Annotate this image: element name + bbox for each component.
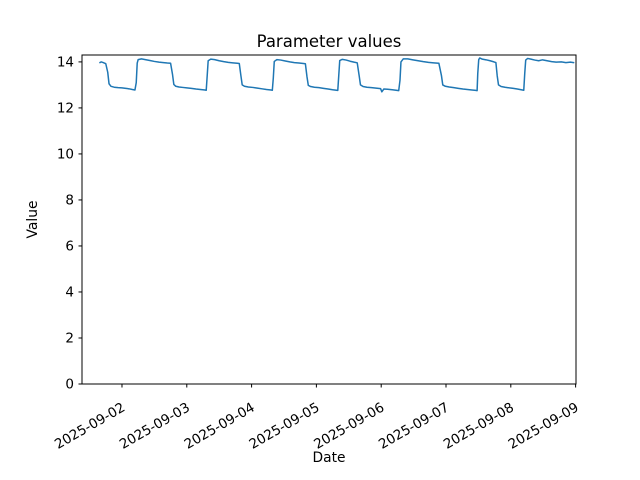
x-axis-label: Date (313, 450, 346, 466)
x-tick-label: 2025-09-09 (506, 400, 582, 453)
y-tick-label: 4 (65, 284, 74, 300)
x-tick-label: 2025-09-07 (376, 400, 452, 453)
data-series (99, 57, 575, 93)
x-axis-ticks: 2025-09-022025-09-032025-09-042025-09-05… (52, 384, 582, 453)
y-tick-label: 6 (65, 238, 74, 254)
series-line-parameter (99, 57, 575, 93)
plot-area-frame (81, 54, 577, 385)
y-tick-label: 14 (57, 54, 74, 70)
y-axis-ticks: 0 2 4 6 8 10 12 14 (57, 54, 82, 393)
chart-title: Parameter values (257, 32, 402, 51)
y-tick-label: 10 (57, 146, 74, 162)
y-tick-label: 2 (65, 330, 74, 346)
x-tick-label: 2025-09-03 (117, 400, 193, 453)
x-tick-label: 2025-09-05 (246, 400, 322, 453)
y-axis-label: Value (25, 201, 41, 239)
y-tick-label: 12 (57, 100, 74, 116)
y-tick-label: 0 (65, 377, 74, 393)
x-tick-label: 2025-09-06 (311, 400, 387, 453)
x-tick-label: 2025-09-04 (182, 400, 258, 453)
x-tick-label: 2025-09-08 (441, 400, 517, 453)
y-tick-label: 8 (65, 192, 74, 208)
x-tick-label: 2025-09-02 (52, 400, 128, 453)
